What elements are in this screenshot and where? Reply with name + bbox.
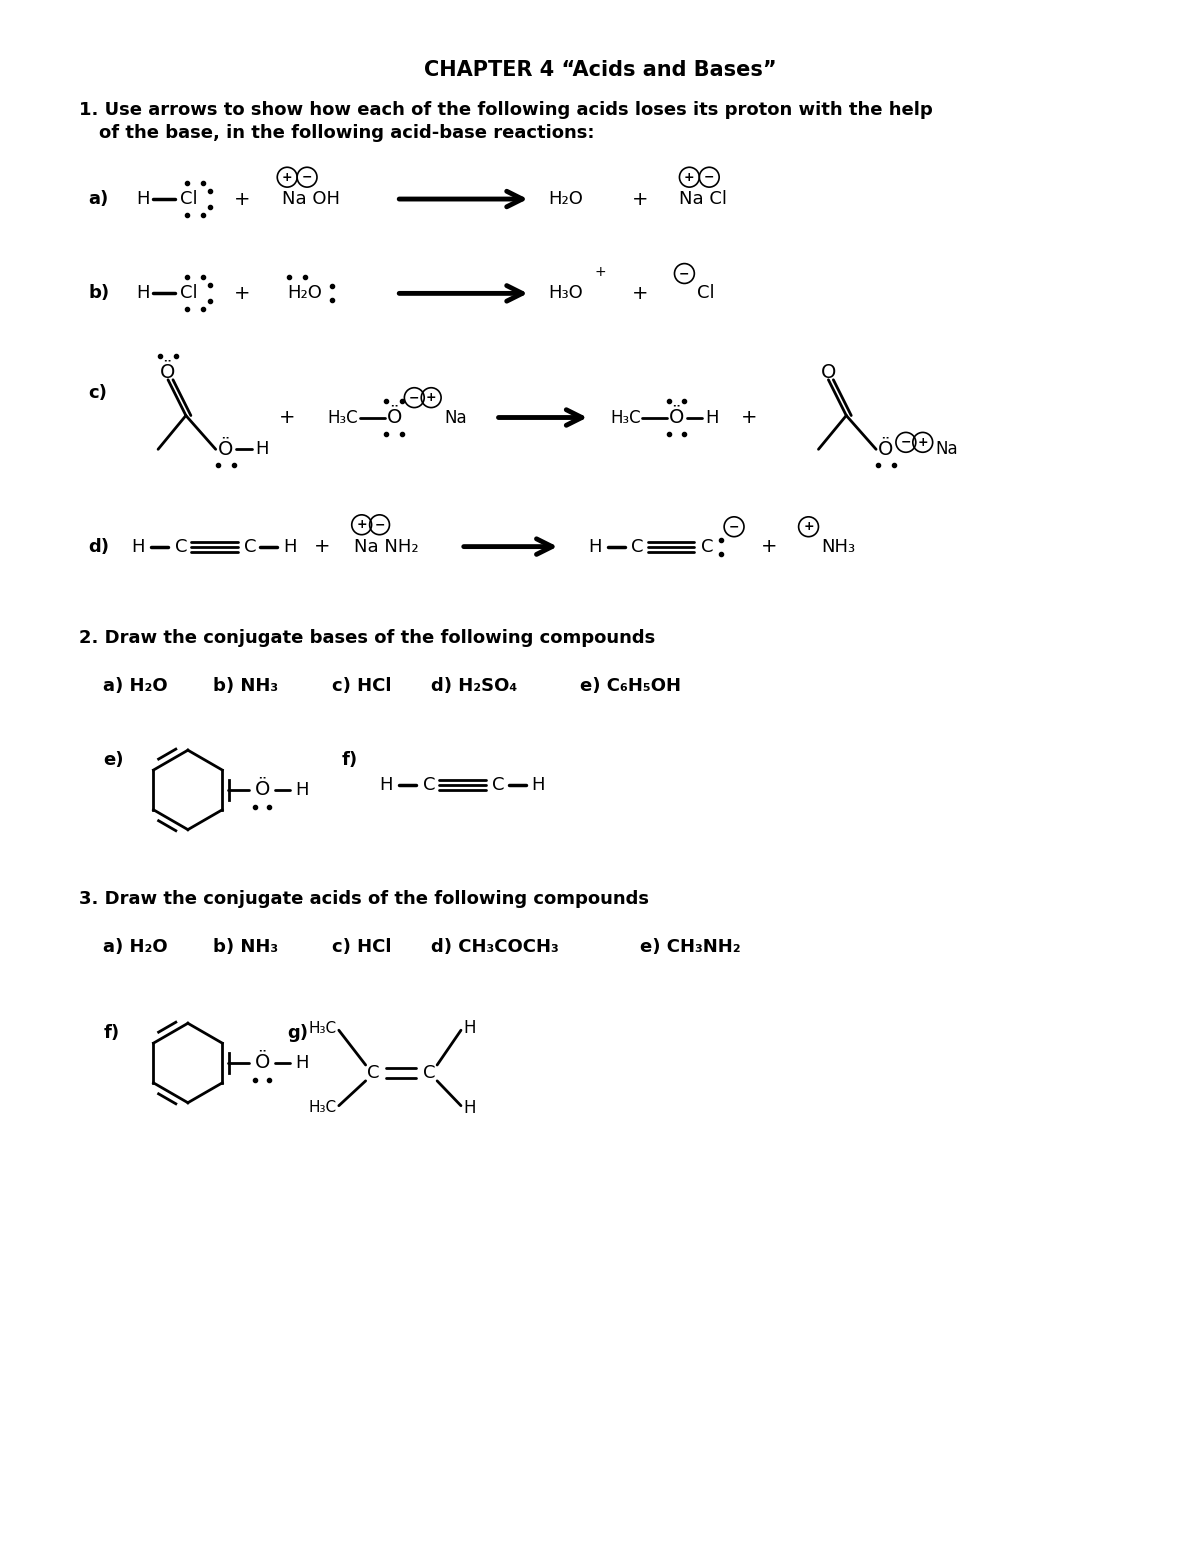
Text: d) H₂SO₄: d) H₂SO₄ [431, 677, 517, 694]
Text: b): b) [89, 284, 109, 303]
Text: H₂O: H₂O [548, 189, 583, 208]
Text: H: H [588, 537, 601, 556]
Text: H₃C: H₃C [308, 1100, 337, 1115]
Text: H₂O: H₂O [287, 284, 322, 303]
Text: Ö: Ö [218, 439, 233, 458]
Text: 3. Draw the conjugate acids of the following compounds: 3. Draw the conjugate acids of the follo… [79, 890, 649, 909]
Text: d): d) [89, 537, 109, 556]
Text: Na Cl: Na Cl [679, 189, 727, 208]
Text: Cl: Cl [697, 284, 715, 303]
Text: Ö: Ö [668, 408, 684, 427]
Text: C: C [701, 537, 714, 556]
Text: −: − [374, 519, 385, 531]
Text: Ö: Ö [254, 781, 270, 800]
Text: +: + [761, 537, 778, 556]
Text: C: C [367, 1064, 380, 1082]
Text: f): f) [342, 752, 358, 769]
Text: O: O [821, 363, 836, 382]
Text: C: C [175, 537, 187, 556]
Text: H: H [283, 537, 296, 556]
Text: +: + [313, 537, 330, 556]
Text: +: + [918, 436, 928, 449]
Text: Ö: Ö [386, 408, 402, 427]
Text: +: + [684, 171, 695, 183]
Text: −: − [728, 520, 739, 533]
Text: Cl: Cl [180, 189, 198, 208]
Text: 1. Use arrows to show how each of the following acids loses its proton with the : 1. Use arrows to show how each of the fo… [79, 101, 932, 118]
Text: +: + [803, 520, 814, 533]
Text: a) H₂O: a) H₂O [103, 938, 168, 955]
Text: H: H [132, 537, 145, 556]
Text: −: − [679, 267, 690, 280]
Text: f): f) [103, 1025, 120, 1042]
Text: −: − [901, 436, 911, 449]
Text: +: + [426, 391, 437, 404]
Text: H: H [137, 284, 150, 303]
Text: Ö: Ö [254, 1053, 270, 1073]
Text: +: + [631, 284, 648, 303]
Text: a): a) [89, 189, 109, 208]
Text: H: H [379, 776, 394, 794]
Text: C: C [422, 776, 436, 794]
Text: +: + [740, 408, 757, 427]
Text: NH₃: NH₃ [822, 537, 856, 556]
Text: a) H₂O: a) H₂O [103, 677, 168, 694]
Text: d) CH₃COCH₃: d) CH₃COCH₃ [431, 938, 559, 955]
Text: c): c) [89, 384, 108, 402]
Text: H: H [706, 408, 719, 427]
Text: +: + [234, 284, 251, 303]
Text: H₃C: H₃C [610, 408, 641, 427]
Text: H: H [295, 781, 308, 798]
Text: H: H [463, 1098, 475, 1117]
Text: c) HCl: c) HCl [332, 938, 391, 955]
Text: Ö: Ö [878, 439, 894, 458]
Text: Na NH₂: Na NH₂ [354, 537, 419, 556]
Text: +: + [356, 519, 367, 531]
Text: H: H [256, 441, 269, 458]
Text: Na: Na [444, 408, 467, 427]
Text: Cl: Cl [180, 284, 198, 303]
Text: C: C [492, 776, 505, 794]
Text: e) CH₃NH₂: e) CH₃NH₂ [640, 938, 740, 955]
Text: Na OH: Na OH [282, 189, 341, 208]
Text: H₃C: H₃C [326, 408, 358, 427]
Text: −: − [704, 171, 714, 183]
Text: −: − [409, 391, 420, 404]
Text: H: H [463, 1019, 475, 1037]
Text: of the base, in the following acid-base reactions:: of the base, in the following acid-base … [98, 124, 594, 141]
Text: H₃C: H₃C [308, 1020, 337, 1036]
Text: Na: Na [936, 441, 959, 458]
Text: g): g) [287, 1025, 308, 1042]
Text: e): e) [103, 752, 124, 769]
Text: Ö: Ö [161, 363, 175, 382]
Text: c) HCl: c) HCl [332, 677, 391, 694]
Text: +: + [278, 408, 295, 427]
Text: +: + [234, 189, 251, 208]
Text: b) NH₃: b) NH₃ [212, 938, 278, 955]
Text: b) NH₃: b) NH₃ [212, 677, 278, 694]
Text: +: + [594, 264, 606, 278]
Text: C: C [244, 537, 257, 556]
Text: CHAPTER 4 “Acids and Bases”: CHAPTER 4 “Acids and Bases” [424, 61, 776, 79]
Text: 2. Draw the conjugate bases of the following compounds: 2. Draw the conjugate bases of the follo… [79, 629, 655, 648]
Text: H: H [295, 1054, 308, 1072]
Text: −: − [301, 171, 312, 183]
Text: H: H [137, 189, 150, 208]
Text: H: H [532, 776, 545, 794]
Text: +: + [631, 189, 648, 208]
Text: C: C [631, 537, 644, 556]
Text: H₃O: H₃O [548, 284, 583, 303]
Text: +: + [282, 171, 293, 183]
Text: e) C₆H₅OH: e) C₆H₅OH [580, 677, 682, 694]
Text: C: C [422, 1064, 436, 1082]
